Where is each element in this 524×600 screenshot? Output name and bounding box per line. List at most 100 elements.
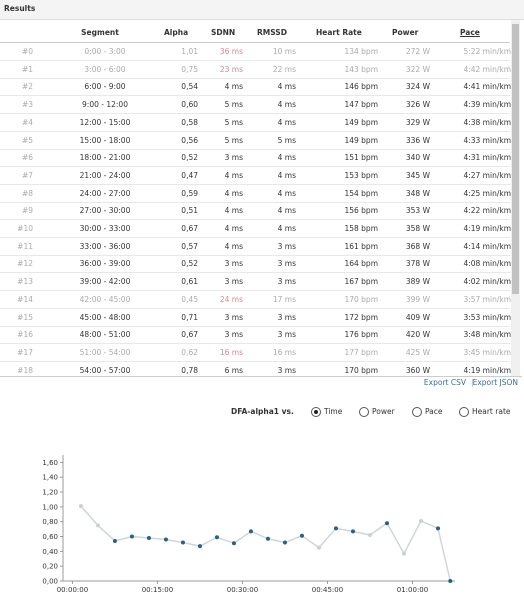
column-header[interactable]: Pace [460, 28, 480, 37]
table-cell: 23 ms [219, 64, 243, 74]
table-cell: 4 ms [224, 188, 243, 198]
table-cell: 399 W [405, 294, 430, 304]
table-cell: 161 bpm [344, 241, 378, 251]
table-cell: 3 ms [277, 365, 296, 375]
data-point [95, 523, 100, 528]
export-csv-link[interactable]: Export CSV [423, 378, 466, 387]
table-cell: 5 ms [277, 135, 296, 145]
table-cell: 12:00 - 15:00 [79, 117, 131, 127]
table-cell: 27:00 - 30:00 [79, 206, 131, 216]
table-cell: #1 [21, 64, 33, 74]
table-cell: 0,67 [181, 224, 198, 233]
table-cell: 389 W [405, 277, 430, 287]
table-row [0, 326, 510, 345]
data-point [265, 536, 270, 541]
table-cell: #11 [17, 241, 33, 251]
table-row [0, 61, 510, 79]
table-cell: 3 ms [224, 330, 243, 340]
table-cell: 172 bpm [344, 312, 378, 322]
table-cell: 0,71 [181, 312, 198, 322]
table-cell: 154 bpm [344, 188, 378, 198]
table-cell: #13 [17, 277, 33, 287]
table-cell: 4:02 min/km [463, 277, 511, 287]
table-cell: #2 [21, 82, 33, 92]
header-bar [0, 0, 524, 20]
data-point [163, 537, 168, 542]
table-cell: 4:38 min/km [463, 117, 511, 127]
control-label: DFA-alpha1 vs. [231, 407, 294, 416]
table-cell: 360 W [405, 365, 430, 375]
table-cell: 4 ms [277, 224, 296, 233]
column-header[interactable]: RMSSD [257, 28, 287, 37]
table-cell: 336 W [405, 135, 430, 145]
radio-button[interactable] [359, 407, 369, 417]
table-cell: 0,56 [181, 135, 198, 145]
table-cell: 4 ms [224, 170, 243, 180]
y-tick-label: 0,60 [42, 533, 58, 541]
table-cell: 3 ms [224, 277, 243, 287]
table-cell: 147 bpm [344, 100, 378, 110]
column-header[interactable]: Power [392, 28, 419, 37]
table-cell: 4:25 min/km [463, 188, 511, 198]
y-tick-label: 0,20 [42, 563, 58, 571]
data-point [78, 504, 83, 509]
table-cell: 153 bpm [344, 170, 378, 180]
x-tick-label: 00:00:00 [57, 586, 88, 594]
radio-button[interactable] [412, 407, 422, 417]
table-cell: 36 ms [219, 47, 243, 56]
table-cell: 4 ms [277, 206, 296, 216]
table-cell: 33:00 - 36:00 [79, 241, 131, 251]
table-cell: 3 ms [224, 312, 243, 322]
table-cell: 4 ms [277, 82, 296, 92]
table-cell: 9:00 - 12:00 [82, 100, 128, 110]
table-cell: 4 ms [224, 241, 243, 251]
radio-button[interactable] [459, 407, 469, 417]
table-cell: 170 bpm [344, 294, 378, 304]
table-cell: 51:00 - 54:00 [79, 347, 131, 357]
radio-button[interactable] [311, 407, 321, 417]
table-cell: 348 W [405, 188, 430, 198]
data-point [316, 545, 321, 550]
table-cell: 4 ms [224, 224, 243, 233]
table-cell: 54:00 - 57:00 [79, 365, 131, 375]
column-header[interactable]: SDNN [211, 28, 236, 37]
table-cell: 1,01 [181, 47, 198, 56]
table-cell: 4:33 min/km [463, 135, 511, 145]
table-cell: 420 W [405, 330, 430, 340]
data-point [248, 529, 253, 534]
export-json-link[interactable]: Export JSON [472, 378, 518, 387]
table-cell: 158 bpm [344, 224, 378, 233]
table-row [0, 309, 510, 327]
table-cell: 151 bpm [344, 153, 378, 163]
radio-label[interactable]: Power [372, 407, 395, 416]
column-header[interactable]: Segment [81, 28, 119, 37]
data-point [146, 536, 151, 541]
table-row [0, 202, 510, 221]
table-cell: 5 ms [224, 135, 243, 145]
scrollbar-thumb[interactable] [512, 24, 519, 294]
table-cell: 3:53 min/km [463, 312, 511, 322]
table-cell: 4:39 min/km [463, 100, 511, 110]
table-row [0, 362, 510, 376]
radio-label[interactable]: Heart rate [472, 407, 511, 416]
table-cell: 378 W [405, 259, 430, 269]
table-row [0, 220, 510, 238]
data-point [435, 526, 440, 531]
table-cell: 329 W [405, 117, 430, 127]
table-cell: 6 ms [224, 365, 243, 375]
radio-label[interactable]: Time [324, 407, 343, 416]
data-point [197, 544, 202, 549]
table-cell: #12 [17, 259, 33, 269]
column-header[interactable]: Alpha [164, 28, 189, 37]
column-header[interactable]: Heart Rate [316, 28, 362, 37]
table-cell: 409 W [405, 312, 430, 322]
table-cell: 164 bpm [344, 259, 378, 269]
table-cell: 4 ms [224, 82, 243, 92]
table-cell: 5:22 min/km [463, 47, 511, 56]
table-cell: 4:42 min/km [463, 64, 511, 74]
table-cell: 4:19 min/km [463, 224, 511, 233]
data-point [333, 526, 338, 531]
radio-label[interactable]: Pace [425, 407, 443, 416]
table-row [0, 238, 510, 256]
x-tick-label: 00:30:00 [227, 586, 258, 594]
